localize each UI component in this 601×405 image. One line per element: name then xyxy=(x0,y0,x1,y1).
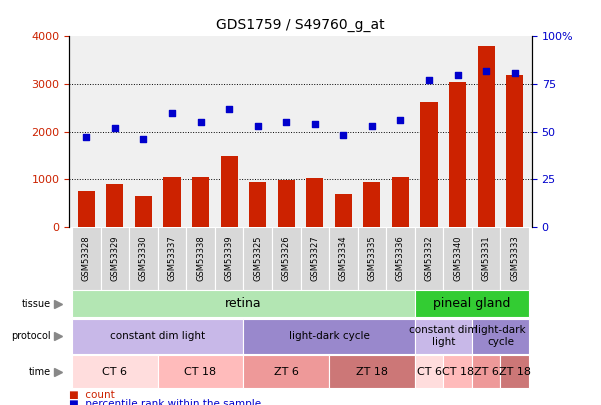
Text: GSM53326: GSM53326 xyxy=(282,235,291,281)
Text: ZT 18: ZT 18 xyxy=(499,367,531,377)
Bar xyxy=(215,227,243,290)
Bar xyxy=(444,227,472,290)
Point xyxy=(453,71,462,78)
Point xyxy=(367,123,377,129)
Bar xyxy=(163,177,180,227)
Bar xyxy=(506,75,523,227)
Bar xyxy=(329,355,415,388)
Point xyxy=(481,68,491,74)
Text: GSM53340: GSM53340 xyxy=(453,235,462,281)
Text: CT 18: CT 18 xyxy=(185,367,216,377)
Text: constant dim light: constant dim light xyxy=(110,331,205,341)
Bar xyxy=(501,227,529,290)
Point xyxy=(110,125,120,131)
Bar xyxy=(449,82,466,227)
Bar xyxy=(300,227,329,290)
Bar xyxy=(415,355,444,388)
Text: GSM53331: GSM53331 xyxy=(481,235,490,281)
Bar xyxy=(221,156,237,227)
Text: GSM53327: GSM53327 xyxy=(310,235,319,281)
Text: GSM53339: GSM53339 xyxy=(225,235,234,281)
Bar xyxy=(100,227,129,290)
Bar xyxy=(478,46,495,227)
Text: time: time xyxy=(28,367,50,377)
Bar xyxy=(243,319,415,354)
Point xyxy=(310,121,320,127)
Point xyxy=(395,117,405,124)
Bar xyxy=(472,227,501,290)
Bar xyxy=(501,355,529,388)
Text: GSM53332: GSM53332 xyxy=(424,235,433,281)
Text: ZT 6: ZT 6 xyxy=(274,367,299,377)
Text: GSM53330: GSM53330 xyxy=(139,235,148,281)
Text: protocol: protocol xyxy=(11,331,50,341)
Bar xyxy=(307,178,323,227)
Bar xyxy=(129,227,157,290)
Text: GSM53325: GSM53325 xyxy=(253,235,262,281)
Bar xyxy=(192,177,209,227)
Bar xyxy=(415,319,472,354)
Bar xyxy=(157,227,186,290)
Text: CT 6: CT 6 xyxy=(416,367,442,377)
Point xyxy=(82,134,91,141)
Bar xyxy=(135,196,152,227)
Text: constant dim
light: constant dim light xyxy=(409,325,478,347)
Text: ■  percentile rank within the sample: ■ percentile rank within the sample xyxy=(69,399,261,405)
Bar xyxy=(386,227,415,290)
Bar xyxy=(415,290,529,318)
Text: ZT 6: ZT 6 xyxy=(474,367,499,377)
Point xyxy=(338,132,348,139)
Text: GSM53336: GSM53336 xyxy=(396,235,405,281)
Text: GSM53337: GSM53337 xyxy=(168,235,177,281)
Bar xyxy=(278,180,294,227)
Text: GSM53335: GSM53335 xyxy=(367,235,376,281)
Text: light-dark cycle: light-dark cycle xyxy=(288,331,370,341)
Bar xyxy=(472,319,529,354)
Bar xyxy=(106,184,123,227)
Bar xyxy=(335,194,352,227)
Bar xyxy=(415,227,444,290)
Bar xyxy=(358,227,386,290)
Bar xyxy=(72,227,100,290)
Bar xyxy=(329,227,358,290)
Bar xyxy=(78,191,95,227)
Point xyxy=(196,119,206,126)
Text: GSM53334: GSM53334 xyxy=(339,235,348,281)
Point xyxy=(139,136,148,143)
Bar xyxy=(272,227,300,290)
Text: CT 18: CT 18 xyxy=(442,367,474,377)
Text: GDS1759 / S49760_g_at: GDS1759 / S49760_g_at xyxy=(216,18,385,32)
Point xyxy=(253,123,263,129)
Text: GSM53338: GSM53338 xyxy=(196,235,205,281)
Bar xyxy=(392,177,409,227)
Text: tissue: tissue xyxy=(22,299,50,309)
Bar xyxy=(444,355,472,388)
Text: GSM53329: GSM53329 xyxy=(111,235,120,281)
Text: retina: retina xyxy=(225,297,261,310)
Bar xyxy=(472,355,501,388)
Bar xyxy=(249,181,266,227)
Bar xyxy=(72,355,157,388)
Bar xyxy=(157,355,243,388)
Text: ZT 18: ZT 18 xyxy=(356,367,388,377)
Text: GSM53333: GSM53333 xyxy=(510,235,519,281)
Point xyxy=(167,109,177,116)
Bar xyxy=(72,319,243,354)
Text: ■  count: ■ count xyxy=(69,390,115,400)
Point xyxy=(510,69,519,76)
Point xyxy=(424,77,434,83)
Bar xyxy=(243,227,272,290)
Point xyxy=(224,106,234,112)
Point xyxy=(281,119,291,126)
Bar xyxy=(186,227,215,290)
Bar xyxy=(243,355,329,388)
Text: CT 6: CT 6 xyxy=(102,367,127,377)
Bar xyxy=(72,290,415,318)
Bar xyxy=(421,102,438,227)
Text: GSM53328: GSM53328 xyxy=(82,235,91,281)
Text: pineal gland: pineal gland xyxy=(433,297,511,310)
Bar xyxy=(364,181,380,227)
Text: light-dark
cycle: light-dark cycle xyxy=(475,325,526,347)
